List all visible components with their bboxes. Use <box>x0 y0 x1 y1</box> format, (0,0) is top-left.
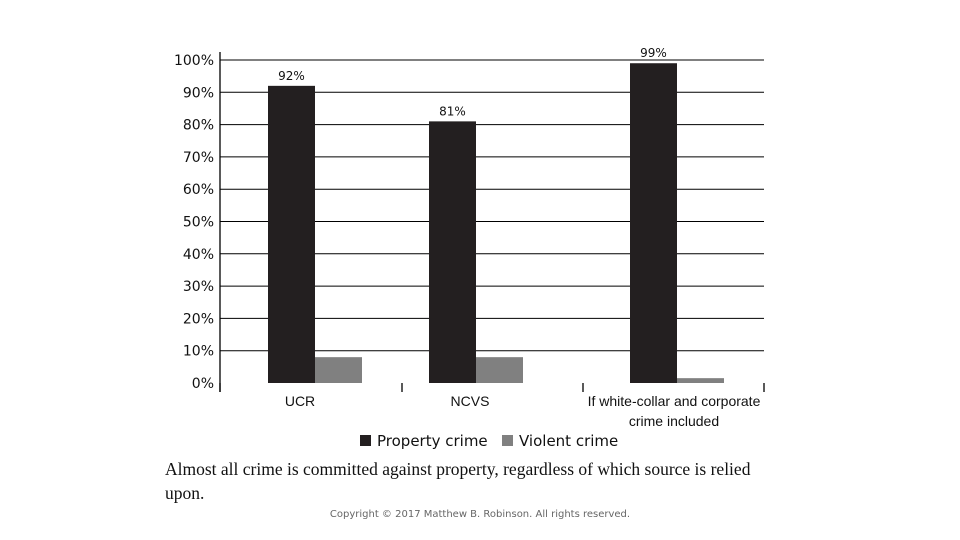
legend-label: Violent crime <box>519 432 618 450</box>
y-tick-label: 80% <box>183 118 214 134</box>
bar <box>630 63 677 383</box>
y-tick-label: 10% <box>183 344 214 360</box>
labels: 0% 10% 20% 30% 40% 50% 60% 70% 80% 90% 100% 92% 81% 9… <box>174 46 761 429</box>
bar-data-label: 81% <box>439 104 466 118</box>
y-tick-label: 0% <box>192 376 214 392</box>
y-tick-label: 40% <box>183 247 214 263</box>
legend: Property crime Violent crime <box>360 432 618 450</box>
y-tick-label: 50% <box>183 215 214 231</box>
bar <box>429 121 476 384</box>
bar-data-label: 92% <box>278 69 305 83</box>
x-category-label: If white-collar and corporate <box>588 393 761 409</box>
legend-label: Property crime <box>377 432 488 450</box>
y-tick-label: 90% <box>183 85 214 101</box>
bars <box>268 63 724 384</box>
copyright-notice: Copyright © 2017 Matthew B. Robinson. Al… <box>329 509 631 520</box>
bar <box>315 357 362 383</box>
y-tick-label: 30% <box>183 279 214 295</box>
x-category-label: crime included <box>629 413 719 429</box>
x-category-label: NCVS <box>451 393 490 409</box>
bar <box>677 378 724 383</box>
axes <box>219 52 765 392</box>
chart-caption: Almost all crime is committed against pr… <box>165 459 751 503</box>
x-category-label: UCR <box>285 393 315 409</box>
y-tick-label: 100% <box>174 53 214 69</box>
bar-chart: 0% 10% 20% 30% 40% 50% 60% 70% 80% 90% 100% 92% 81% 9… <box>174 46 765 450</box>
y-tick-label: 70% <box>183 150 214 166</box>
bar <box>476 357 523 383</box>
y-tick-label: 20% <box>183 311 214 327</box>
bar-data-label: 99% <box>640 46 667 60</box>
legend-swatch <box>502 435 513 446</box>
y-tick-label: 60% <box>183 182 214 198</box>
legend-swatch <box>360 435 371 446</box>
bar <box>268 85 315 383</box>
